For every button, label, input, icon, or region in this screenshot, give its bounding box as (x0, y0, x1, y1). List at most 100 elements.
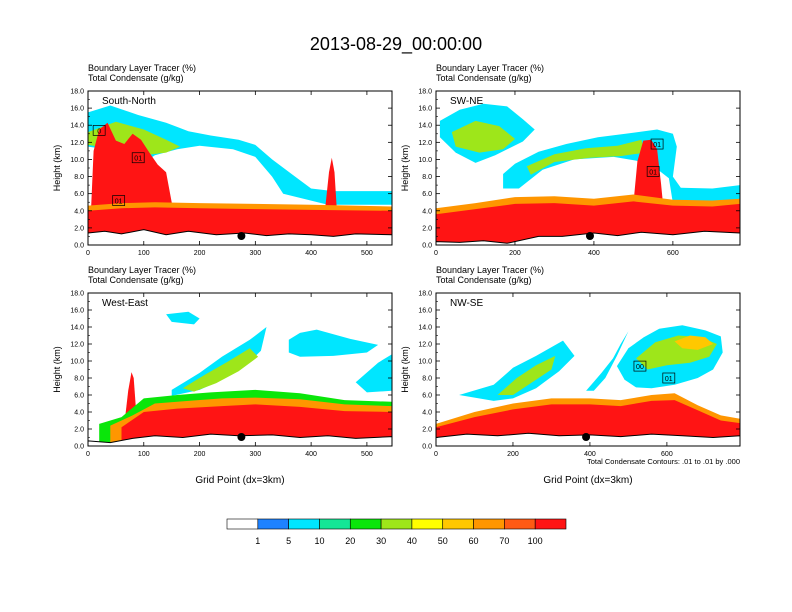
layer-upper-cloud-blue (88, 105, 392, 205)
y-tick-label: 2.0 (74, 225, 84, 232)
contour-label-box (662, 372, 676, 384)
x-tick-label: 200 (507, 451, 519, 458)
colorbar-label: 100 (528, 536, 543, 546)
contour-label-box (92, 125, 106, 136)
layer-convective-core-red (633, 139, 663, 204)
y-tick-label: 2.0 (422, 225, 432, 232)
colorbar: 1 5 10 20 30 40 50 60 70 100 (226, 518, 567, 546)
x-tick-label: 300 (249, 451, 261, 458)
x-tick-label: 600 (661, 451, 673, 458)
contour-label-box (650, 138, 664, 150)
layer-small-cloud-blue (166, 311, 200, 325)
y-tick-label: 16.0 (418, 106, 432, 113)
contour-label: 01 (653, 142, 661, 149)
panel-title-line2: Total Condensate (g/kg) (436, 73, 532, 83)
y-tick-label: 14.0 (418, 325, 432, 332)
y-axis-label: Height (km) (52, 145, 62, 192)
colorbar-swatch (257, 518, 289, 530)
x-tick-label: 400 (584, 451, 596, 458)
x-tick-label: 400 (305, 451, 317, 458)
y-tick-label: 10.0 (418, 359, 432, 366)
panels: Boundary Layer Tracer (%)Total Condensat… (52, 63, 741, 486)
x-tick-label: 600 (667, 250, 679, 257)
y-axis-label: Height (km) (400, 346, 410, 393)
y-tick-label: 10.0 (70, 157, 84, 164)
colorbar-swatch (349, 518, 382, 530)
x-tick-label: 0 (86, 250, 90, 257)
panel-west-east: Boundary Layer Tracer (%)Total Condensat… (52, 265, 393, 486)
y-tick-label: 8.0 (74, 174, 84, 181)
y-tick-label: 12.0 (418, 342, 432, 349)
x-tick-label: 400 (588, 250, 600, 257)
y-tick-label: 14.0 (418, 123, 432, 130)
colorbar-swatch (319, 518, 351, 530)
y-tick-label: 2.0 (74, 427, 84, 434)
x-tick-label: 500 (361, 451, 373, 458)
colorbar-swatch (473, 518, 505, 530)
panel-title-line2: Total Condensate (g/kg) (88, 275, 184, 285)
contour-label-box (633, 360, 647, 372)
y-tick-label: 18.0 (70, 89, 84, 96)
layer-left-anvil-green (497, 355, 556, 395)
y-tick-label: 6.0 (74, 191, 84, 198)
colorbar-swatch (226, 518, 259, 530)
y-axis-label: Height (km) (52, 346, 62, 393)
y-tick-label: 4.0 (422, 410, 432, 417)
colorbar-label: 40 (407, 536, 417, 546)
x-axis-label: Grid Point (dx=3km) (543, 475, 632, 486)
y-tick-label: 10.0 (418, 157, 432, 164)
y-tick-label: 6.0 (74, 393, 84, 400)
colorbar-label: 50 (438, 536, 448, 546)
y-tick-label: 12.0 (70, 140, 84, 147)
layer-high-cloud-green (451, 120, 515, 153)
x-tick-label: 100 (138, 250, 150, 257)
y-tick-label: 12.0 (418, 140, 432, 147)
colorbar-swatch (411, 518, 444, 530)
colorbar-swatch (288, 518, 320, 530)
contour-label: 01 (134, 156, 142, 163)
layer-convective-tower-red (325, 157, 337, 210)
layer-anvil-blue (503, 129, 740, 204)
contour-label-box (646, 166, 660, 177)
plot-area (88, 293, 392, 446)
layer-cell-yellow (674, 335, 714, 350)
contour-label: 01 (649, 169, 657, 176)
plot-area: 01 01 (436, 91, 740, 245)
y-tick-label: 18.0 (70, 291, 84, 298)
layer-anvil-green (182, 348, 259, 392)
y-tick-label: 14.0 (70, 123, 84, 130)
location-marker (237, 433, 246, 441)
colorbar-label: 60 (469, 536, 479, 546)
colorbar-swatch (380, 518, 413, 530)
contour-label: 00 (636, 364, 644, 371)
y-tick-label: 0.0 (74, 444, 84, 451)
x-tick-label: 200 (509, 250, 521, 257)
panel-name: NW-SE (450, 298, 483, 309)
contour-footnote: Total Condensate Contours: .01 to .01 by… (587, 457, 740, 466)
contour-label: 01 (665, 376, 673, 383)
panel-name: SW-NE (450, 96, 483, 107)
layer-convective-tower-red (90, 122, 172, 216)
y-tick-label: 0.0 (74, 243, 84, 250)
y-tick-label: 4.0 (74, 208, 84, 215)
plot-area: 00 01 (436, 293, 740, 446)
panel-south-north: Boundary Layer Tracer (%)Total Condensat… (52, 63, 393, 257)
y-tick-label: 14.0 (70, 325, 84, 332)
panel-title-line2: Total Condensate (g/kg) (436, 275, 532, 285)
panel-title-line1: Boundary Layer Tracer (%) (436, 265, 544, 275)
layer-anvil-green (526, 139, 646, 175)
colorbar-label: 30 (376, 536, 386, 546)
contour-label: 01 (115, 199, 123, 206)
x-tick-label: 300 (249, 250, 261, 257)
panel-title-line1: Boundary Layer Tracer (%) (436, 63, 544, 73)
x-tick-label: 0 (434, 250, 438, 257)
x-tick-label: 200 (194, 451, 206, 458)
layer-anvil-blue (355, 354, 392, 393)
plot-area: 0 01 01 (88, 91, 392, 245)
y-tick-label: 10.0 (70, 359, 84, 366)
panel-nw-se: Boundary Layer Tracer (%)Total Condensat… (400, 265, 741, 486)
layer-left-anvil-blue (459, 340, 575, 401)
location-marker (582, 433, 591, 441)
y-tick-label: 12.0 (70, 342, 84, 349)
